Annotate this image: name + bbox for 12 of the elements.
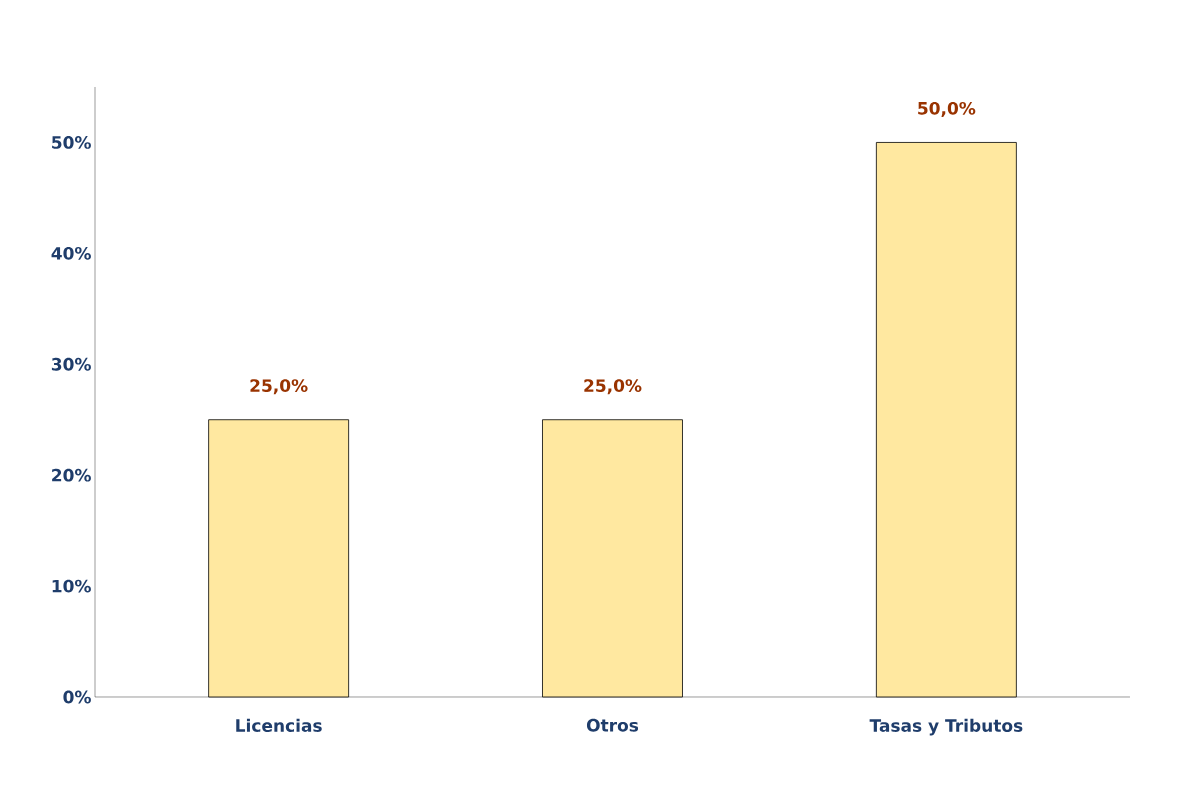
y-tick-label: 0% xyxy=(63,690,91,704)
y-tick-label: 20% xyxy=(52,468,91,482)
data-label: 50,0% xyxy=(918,101,976,117)
x-tick-label: Otros xyxy=(586,718,639,732)
y-tick-label: 10% xyxy=(52,579,91,593)
data-label: 25,0% xyxy=(250,379,308,395)
y-tick-label: 30% xyxy=(51,357,91,371)
data-label: 25,0% xyxy=(584,379,642,395)
y-tick-label: 50% xyxy=(52,136,91,149)
x-tick-label: Licencias xyxy=(236,718,322,732)
x-tick-label: Tasas y Tributos xyxy=(869,718,1023,736)
y-tick-label: 40% xyxy=(51,246,91,260)
